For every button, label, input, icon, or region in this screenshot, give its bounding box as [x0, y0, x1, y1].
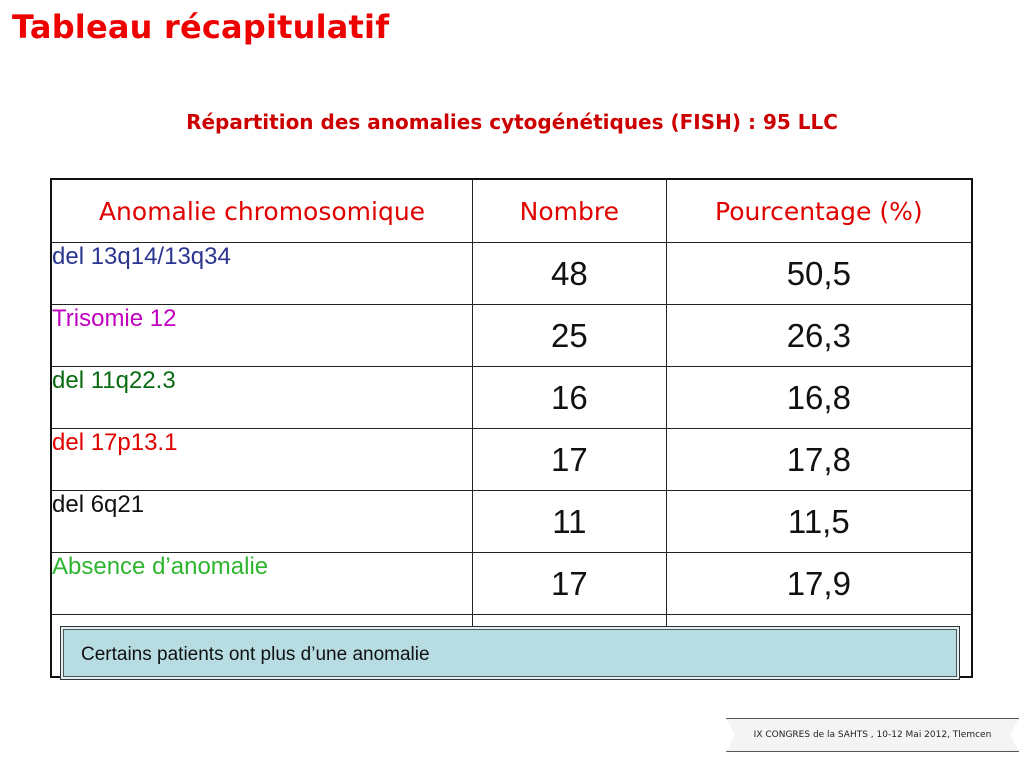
table-row: Absence d’anomalie 17 17,9	[50, 552, 973, 615]
row-label: del 6q21	[50, 490, 474, 553]
row-percent: 26,3	[665, 304, 973, 367]
row-percent: 11,5	[665, 490, 973, 553]
row-count: 11	[472, 490, 667, 553]
row-percent: 17,8	[665, 428, 973, 491]
row-label: del 11q22.3	[50, 366, 474, 429]
header-nombre: Nombre	[472, 178, 667, 243]
footer-badge: IX CONGRES de la SAHTS , 10-12 Mai 2012,…	[726, 718, 1019, 752]
row-label: Absence d’anomalie	[50, 552, 474, 615]
slide-title: Tableau récapitulatif	[12, 8, 390, 46]
row-count: 17	[472, 552, 667, 615]
row-percent: 17,9	[665, 552, 973, 615]
anomaly-table: Anomalie chromosomique Nombre Pourcentag…	[50, 178, 973, 678]
slide-subtitle: Répartition des anomalies cytogénétiques…	[186, 110, 838, 134]
row-count: 48	[472, 242, 667, 305]
table-row: del 6q21 11 11,5	[50, 490, 973, 553]
note-box: Certains patients ont plus d’une anomali…	[60, 626, 960, 680]
row-percent: 16,8	[665, 366, 973, 429]
table-row: Trisomie 12 25 26,3	[50, 304, 973, 367]
header-anomalie: Anomalie chromosomique	[50, 178, 474, 243]
header-pourcentage: Pourcentage (%)	[665, 178, 973, 243]
table-row: del 17p13.1 17 17,8	[50, 428, 973, 491]
row-count: 25	[472, 304, 667, 367]
footer-text: IX CONGRES de la SAHTS , 10-12 Mai 2012,…	[753, 730, 992, 740]
row-count: 16	[472, 366, 667, 429]
table-header-row: Anomalie chromosomique Nombre Pourcentag…	[50, 178, 973, 243]
row-count: 17	[472, 428, 667, 491]
table-row: del 11q22.3 16 16,8	[50, 366, 973, 429]
table-row: del 13q14/13q34 48 50,5	[50, 242, 973, 305]
row-percent: 50,5	[665, 242, 973, 305]
row-label: del 17p13.1	[50, 428, 474, 491]
row-label: Trisomie 12	[50, 304, 474, 367]
row-label: del 13q14/13q34	[50, 242, 474, 305]
note-text: Certains patients ont plus d’une anomali…	[81, 644, 430, 665]
